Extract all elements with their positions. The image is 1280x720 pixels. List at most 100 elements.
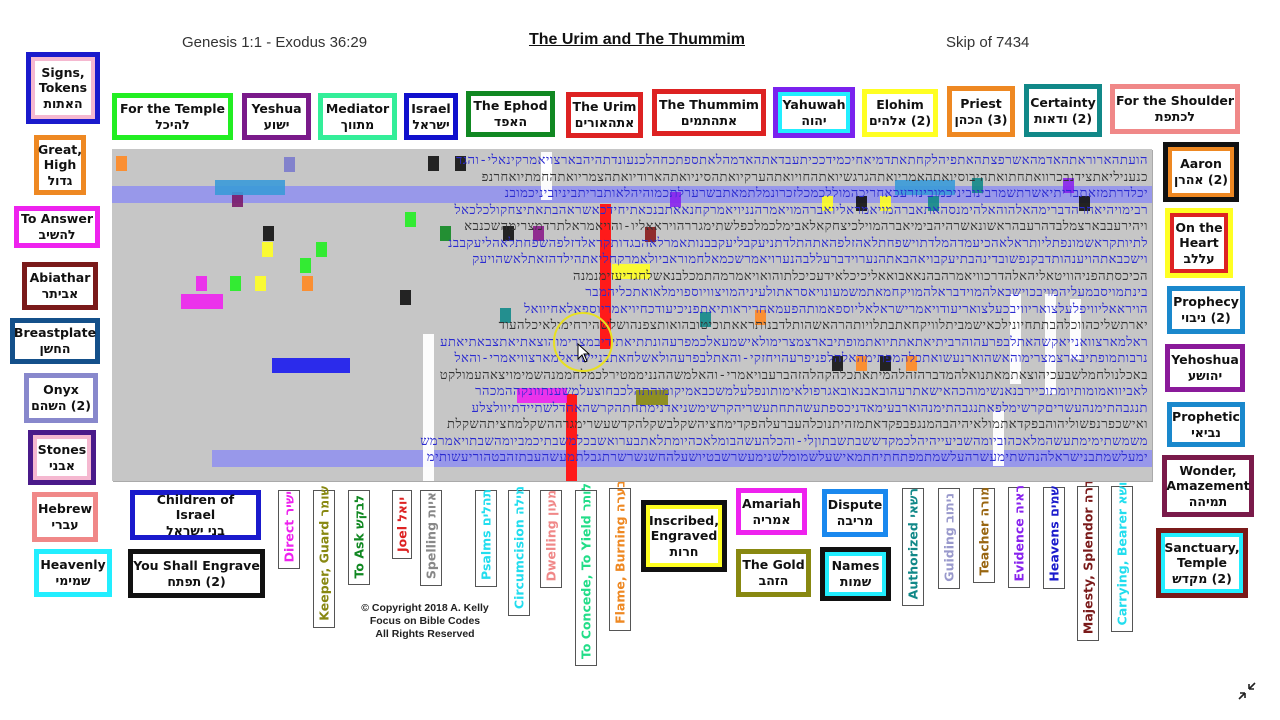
vertical-term-label: To Ask לבקש [351, 494, 367, 578]
term-box-onyx: Onyx (2) השהם [24, 373, 98, 423]
vertical-term-psalms: Psalms תהלים [475, 489, 497, 587]
box-label-en: Abiathar [29, 270, 91, 286]
term-box-yehoshua: Yehoshua יהושע [1165, 344, 1245, 392]
vertical-term-label: Circumcision מילה [511, 485, 527, 609]
matrix-row: וישכבאתהויענהותדבקנפשובדינהבתיעקבויאהבאת… [472, 252, 1148, 267]
term-box-amariah: Amariah אמריה [736, 488, 807, 535]
term-box-mediator: Mediator מתווך [318, 93, 397, 140]
term-box-sanctuary-temple: Sanctuary, Temple (2) מקדש [1156, 528, 1248, 598]
box-label-he: הזהב [758, 573, 789, 588]
box-label-he: (2) תפתח [167, 573, 226, 589]
box-label-en: Yahuwah [782, 96, 846, 112]
vertical-term-dwelling: Dwelling מעון [540, 490, 562, 588]
box-label-en: You Shall Engrave [133, 557, 260, 573]
box-label-en: Onyx [43, 382, 79, 398]
box-label-en: Amariah [742, 495, 801, 511]
letter-highlight [972, 178, 983, 193]
letter-highlight [533, 226, 544, 241]
box-label-he: אתהאורים [574, 115, 635, 130]
vertical-term-label: Flame, Burning בערה [612, 480, 628, 624]
matrix-row: הכיכסתהפניהוויטאליהאלהדרכוויאמרהבהנאאבוא… [573, 268, 1148, 284]
term-box-prophetic: Prophetic נביאי [1167, 402, 1245, 447]
matrix-row: משמשתימימתעשהמלאכהוביומהשביעייהיהלכמקדשש… [420, 433, 1148, 449]
box-label-he: אמריה [752, 511, 791, 527]
column-highlight [1010, 294, 1021, 384]
box-label-he: (3) הכהן [954, 111, 1008, 127]
term-box-to-answer: To Answer להשיב [14, 206, 100, 248]
box-label-en: Stones [37, 441, 87, 457]
matrix-row: תנגבהתימנהעשריםקרשימלפאתנגבהתימנהוארבעימ… [471, 400, 1148, 416]
box-label-he: החשן [39, 341, 71, 356]
vertical-term-evidence: Evidence ראיה [1008, 485, 1030, 588]
box-label-en: Yeshua [251, 100, 302, 116]
vertical-term-label: To Concede, To Yield לותר [578, 482, 594, 659]
box-label-en: Wonder, [1179, 462, 1237, 478]
skip-label: Skip of 7434 [946, 34, 1030, 51]
column-highlight [1045, 294, 1056, 394]
box-label-he: (2) השהם [31, 398, 91, 413]
letter-highlight [670, 192, 681, 207]
box-label-en: Hebrew [37, 501, 93, 517]
copyright-line: © Copyright 2018 A. Kelly [361, 602, 489, 614]
term-box-for-the-shoulder: For the Shoulder לכתפת [1110, 84, 1240, 134]
box-label-he: (2) אלהים [868, 113, 932, 128]
column-highlight [1070, 299, 1081, 359]
letter-highlight [428, 156, 439, 171]
box-label-en: Heavenly [40, 557, 106, 573]
term-box-wonder-amazement: Wonder, Amazement תמיהה [1162, 455, 1254, 517]
vertical-term-label: Authorized רשאי [905, 487, 921, 599]
box-label-he: בני ישראל [166, 522, 225, 538]
box-label-he: יהושע [1187, 368, 1223, 383]
vertical-term-label: Keeper, Guard שומר [316, 486, 332, 621]
copyright-rights: All Rights Reserved [375, 628, 475, 640]
vertical-term-flame-burning: Flame, Burning בערה [609, 480, 631, 631]
letter-highlight [440, 226, 451, 241]
letter-highlight [262, 242, 273, 257]
letter-highlight [700, 312, 711, 327]
vertical-term-label: Spelling איות [423, 491, 439, 579]
letter-highlight [645, 227, 656, 242]
box-label-en: Dispute [827, 497, 883, 513]
term-box-inscribed-engraved: Inscribed, Engraved חרות [641, 500, 727, 572]
box-label-en: Prophetic [1172, 408, 1240, 424]
letter-matrix: הועתהארוראתהאדמהאשרפצתהאתפיהלקחתאתדמיאחי… [112, 149, 1152, 481]
vertical-term-label: Teacher מורה [976, 487, 992, 576]
term-box-children-of-israel: Children of Israel בני ישראל [130, 490, 261, 540]
box-label-he: ישוע [263, 116, 290, 132]
box-label-en: Signs, [41, 64, 85, 80]
matrix-row: ימעלשמתבנישראלהנהשתימעשרהעלשמתמפתחתיחתמא… [426, 450, 1148, 465]
word-highlight [895, 180, 955, 195]
matrix-row: יארתשליכהווכלהבתתחיונילכאישמביתלוויקחאתב… [498, 318, 1148, 333]
letter-highlight [116, 156, 127, 171]
copyright-block: © Copyright 2018 A. Kelly Focus on Bible… [330, 602, 520, 641]
term-box-the-ephod: The Ephod האפד [466, 91, 555, 137]
box-label-en: Mediator [325, 100, 390, 116]
vertical-term-to-concede-to-yield: To Concede, To Yield לותר [575, 483, 597, 666]
focus-circle [553, 312, 613, 372]
term-box-you-shall-engrave: You Shall Engrave (2) תפתח [128, 549, 265, 598]
box-label-en: Temple [1176, 555, 1228, 571]
box-label-he: אתהתמים [680, 112, 738, 128]
term-box-israel: Israel ישראל [404, 93, 458, 140]
vertical-term-label: Direct ישיר [281, 490, 297, 562]
term-box-signs-tokens: Signs, Tokens האתות [26, 52, 100, 124]
box-label-he: ישראל [412, 116, 450, 132]
box-label-en: Priest [960, 95, 1002, 111]
term-box-prophecy: Prophecy (2) ניבוי [1167, 286, 1245, 334]
column-highlight [541, 152, 552, 200]
matrix-row: ואישכפרנפשוליהוהבפקדאתמולאיהיהבהמנגפבפקד… [447, 417, 1148, 432]
collapse-icon[interactable] [1236, 680, 1258, 706]
letter-highlight [928, 196, 939, 211]
box-label-en: Elohim [876, 97, 924, 113]
box-label-en: Yehoshua [1171, 352, 1239, 368]
vertical-term-to-ask: To Ask לבקש [348, 490, 370, 585]
box-label-en: Aaron [1180, 156, 1222, 172]
matrix-row: לתיותקראשמונפתליותראלאהכיעמדהמלדתוישפחתל… [448, 235, 1148, 251]
box-label-en: For the Temple [120, 100, 225, 116]
box-label-he: שמימי [55, 573, 91, 588]
vertical-term-label: Guiding ניתוב [941, 493, 957, 582]
matrix-row: יכלדרתמזאתבריתיאשרתשמרבינוביניכמובינזרעכ… [504, 186, 1148, 201]
letter-highlight [196, 276, 207, 291]
highlight-band [212, 450, 1152, 467]
column-highlight [993, 411, 1004, 466]
